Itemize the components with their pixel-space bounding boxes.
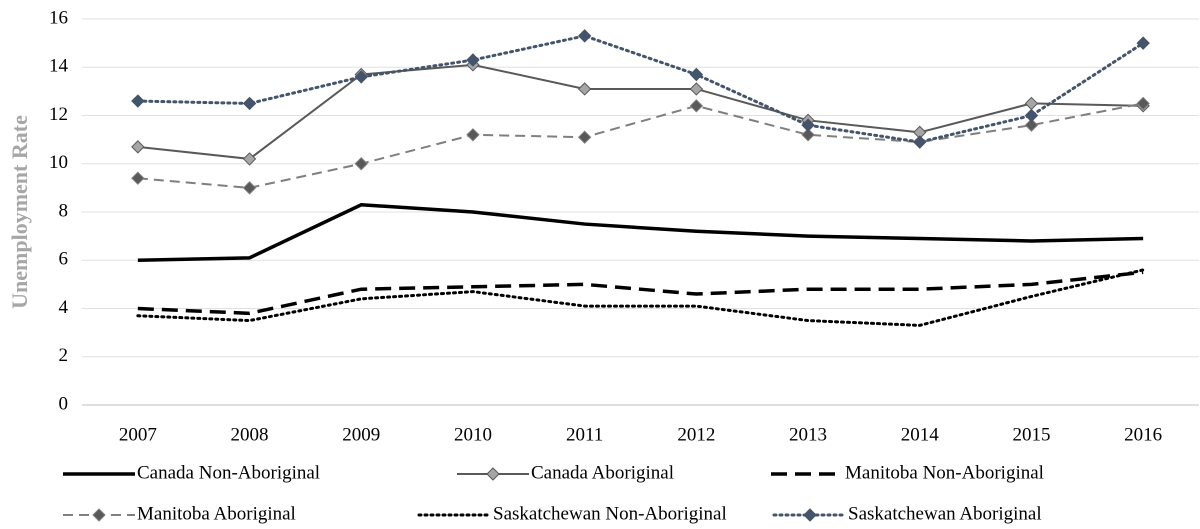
series-marker <box>131 140 145 154</box>
series-marker <box>577 29 592 43</box>
series-marker <box>1024 118 1039 132</box>
y-tick-label: 8 <box>59 200 69 221</box>
series-marker <box>689 99 704 113</box>
series-marker <box>354 70 368 84</box>
legend-label: Manitoba Aboriginal <box>137 503 296 524</box>
x-tick-label: 2016 <box>1124 424 1162 445</box>
y-tick-label: 2 <box>59 345 69 366</box>
series-line <box>137 202 1144 262</box>
legend-marker <box>803 508 817 522</box>
series-marker <box>1136 96 1150 111</box>
x-tick-label: 2007 <box>119 424 157 445</box>
legend-label: Saskatchewan Non-Aboriginal <box>493 503 727 524</box>
legend-label: Manitoba Non-Aboriginal <box>845 462 1044 483</box>
series-marker <box>1024 108 1039 123</box>
series-line <box>136 34 1145 144</box>
x-tick-label: 2010 <box>454 424 492 445</box>
series-marker <box>242 96 257 111</box>
series-marker <box>242 181 257 195</box>
series-marker <box>466 53 480 67</box>
y-tick-label: 16 <box>49 7 68 28</box>
legend-marker <box>92 508 106 522</box>
series-marker <box>242 152 257 166</box>
series-marker <box>131 171 145 185</box>
series-line <box>137 63 1144 160</box>
x-tick-label: 2012 <box>677 424 715 445</box>
series-line <box>137 270 1144 316</box>
series-line <box>136 268 1145 327</box>
series-marker <box>577 82 592 96</box>
x-tick-label: 2015 <box>1012 424 1050 445</box>
legend-label: Canada Non-Aboriginal <box>137 462 320 483</box>
series-marker <box>801 118 815 132</box>
legend-marker <box>486 467 500 481</box>
series-marker <box>689 67 704 82</box>
series-marker <box>801 128 815 142</box>
y-tick-label: 0 <box>59 393 69 414</box>
x-tick-label: 2013 <box>789 424 827 445</box>
series-marker <box>689 82 704 96</box>
series-marker <box>131 94 145 108</box>
x-tick-label: 2008 <box>231 424 269 445</box>
series-marker <box>913 135 927 149</box>
legend-label: Canada Aboriginal <box>531 462 674 483</box>
legend-label: Saskatchewan Aboriginal <box>848 503 1042 524</box>
x-tick-label: 2009 <box>342 424 380 445</box>
series-marker <box>577 130 592 144</box>
y-axis-label: Unemployment Rate <box>7 115 32 309</box>
y-tick-label: 12 <box>49 104 68 125</box>
y-tick-label: 4 <box>59 297 69 318</box>
series-marker <box>1136 36 1150 50</box>
series-marker <box>466 128 480 142</box>
y-tick-label: 14 <box>49 56 69 77</box>
series-marker <box>354 157 368 171</box>
x-tick-label: 2014 <box>901 424 940 445</box>
series-line <box>137 102 1144 189</box>
y-tick-label: 6 <box>59 249 69 270</box>
x-tick-label: 2011 <box>566 424 603 445</box>
series-marker <box>1024 96 1039 111</box>
y-tick-label: 10 <box>49 152 68 173</box>
